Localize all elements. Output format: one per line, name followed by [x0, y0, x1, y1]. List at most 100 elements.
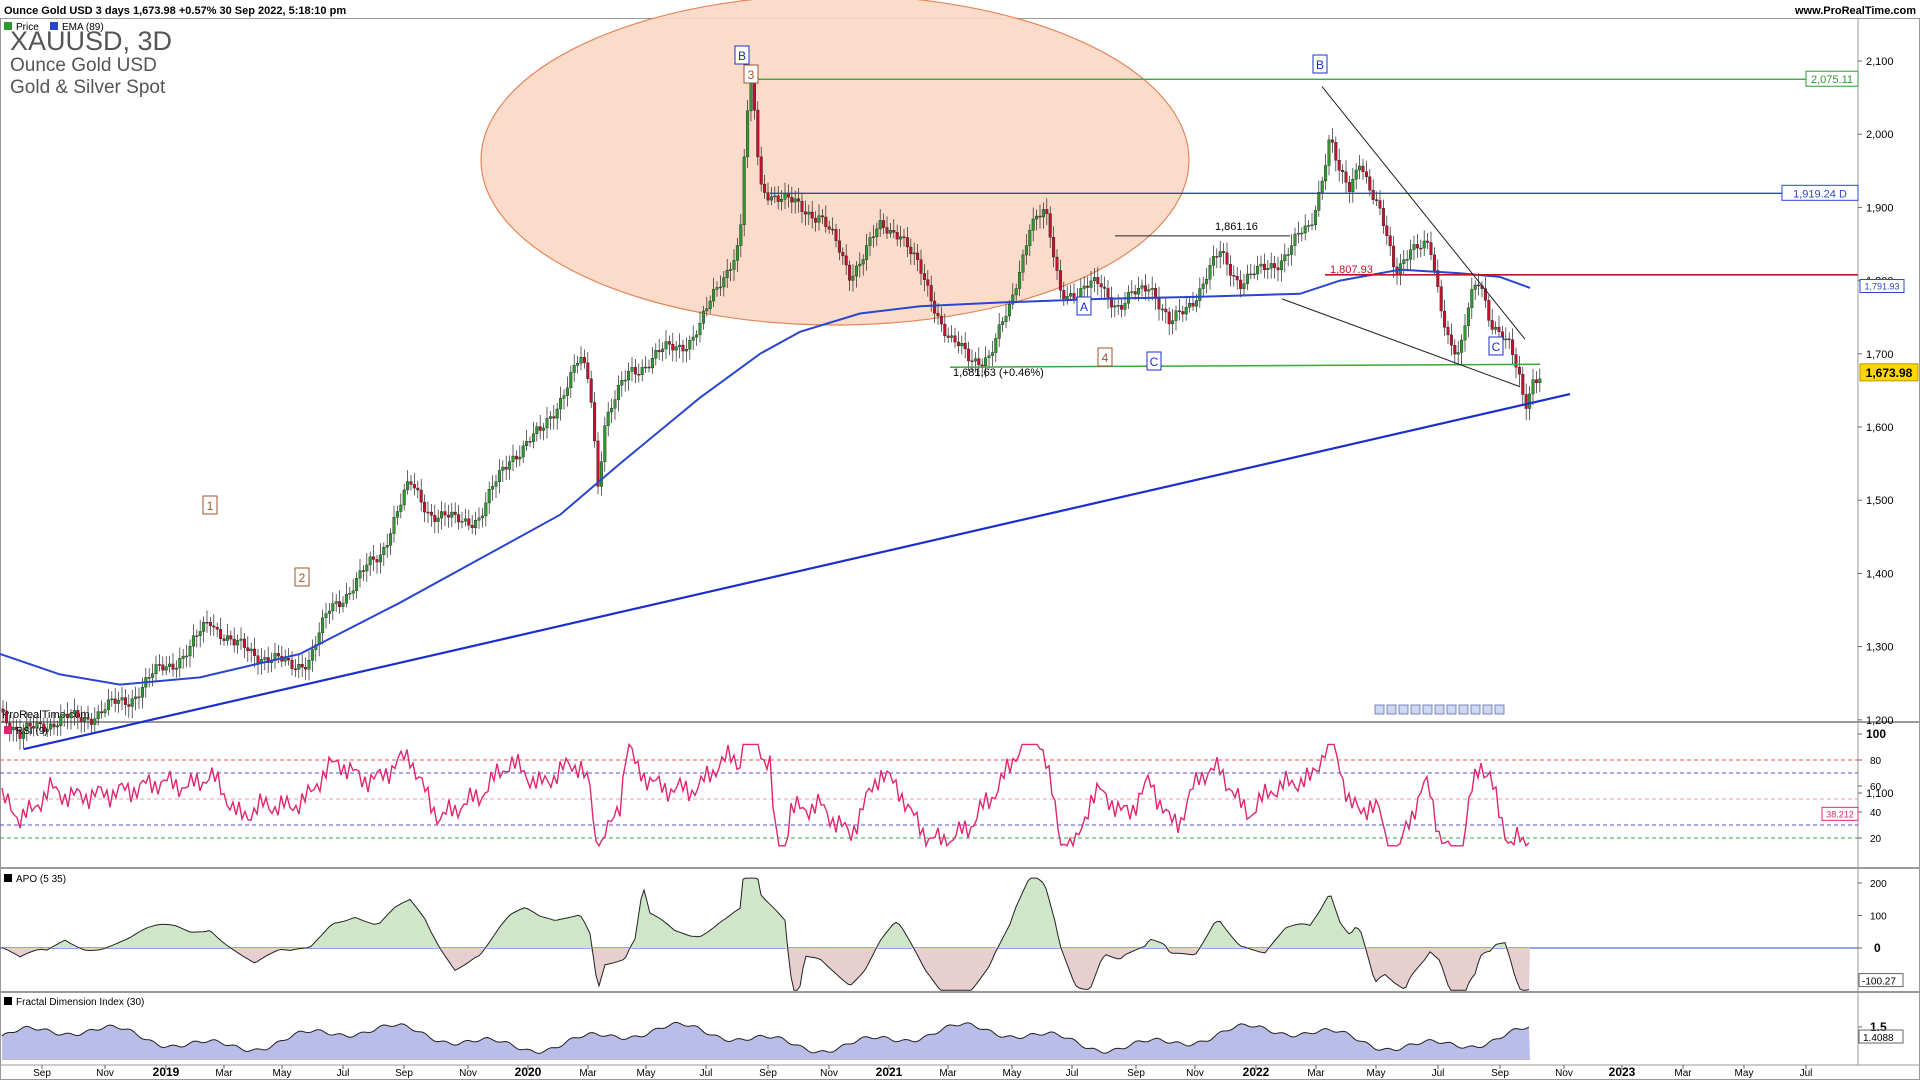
x-tick-label: Mar	[1307, 1068, 1325, 1079]
candle-body	[977, 358, 981, 366]
candle-body	[1222, 251, 1226, 254]
candle-body	[1296, 232, 1300, 235]
candle-body	[1293, 233, 1297, 246]
x-tick-label: Nov	[1555, 1068, 1573, 1079]
candle-body	[1419, 247, 1423, 250]
rsi-tick-label: 60	[1870, 782, 1882, 793]
x-tick-label: 2019	[153, 1065, 180, 1079]
wave-label: 4	[1102, 351, 1109, 365]
candle-body	[484, 502, 488, 517]
candle-body	[1011, 294, 1015, 305]
level-label-box	[1805, 70, 1859, 87]
candle-body	[300, 664, 304, 668]
candle-body	[181, 655, 185, 659]
x-tick-label: May	[637, 1068, 656, 1079]
candle-body	[358, 570, 362, 579]
candle-body	[375, 559, 379, 563]
rsi-line	[1, 742, 1530, 849]
candle-body	[440, 511, 444, 519]
candle-body	[1534, 379, 1538, 383]
candle-body	[32, 726, 36, 729]
candle-body	[283, 658, 287, 662]
candle-body	[1327, 139, 1331, 166]
wedge-upper	[1321, 86, 1526, 340]
y-tick-label: 1,100	[1866, 788, 1894, 800]
candle-body	[378, 554, 382, 563]
site-link[interactable]: www.ProRealTime.com	[1794, 5, 1916, 17]
candle-body	[1354, 169, 1358, 180]
candle-body	[1157, 298, 1161, 310]
candle-body	[232, 638, 236, 646]
candle-body	[1528, 393, 1532, 409]
wave-ellipse	[480, 0, 1190, 326]
rsi-title: RSI (9)	[16, 726, 48, 737]
candle-body	[684, 349, 688, 352]
candle-body	[406, 481, 410, 491]
candle-body	[1313, 210, 1317, 226]
candle-body	[1262, 263, 1266, 270]
candle-body	[195, 635, 199, 637]
tool-icon	[1386, 704, 1397, 715]
wave-label-box	[734, 45, 750, 65]
candle-body	[837, 240, 841, 253]
rsi-value: 38.212	[1826, 809, 1854, 819]
x-tick-label: Mar	[215, 1068, 233, 1079]
long-trendline	[23, 392, 1571, 751]
candle-body	[987, 355, 991, 358]
candle-body	[834, 229, 838, 241]
candle-body	[929, 285, 933, 302]
candle-body	[324, 613, 328, 618]
candle-body	[348, 593, 352, 595]
candle-body	[902, 236, 906, 239]
label-1681: 1,681.63 (+0.46%)	[953, 367, 1044, 379]
x-tick-label: May	[1003, 1068, 1022, 1079]
candle-body	[86, 716, 90, 720]
candle-body	[844, 255, 848, 266]
candle-body	[130, 698, 134, 707]
candle-body	[327, 610, 331, 614]
x-tick-label: Nov	[820, 1068, 838, 1079]
wave-label-box	[1146, 351, 1162, 371]
candle-body	[899, 236, 903, 240]
x-tick-label: Nov	[459, 1068, 477, 1079]
candle-body	[191, 635, 195, 647]
candle-body	[1432, 254, 1436, 271]
candle-body	[776, 195, 780, 202]
candle-body	[1517, 366, 1521, 375]
candle-body	[1269, 263, 1273, 269]
candle-body	[239, 638, 243, 641]
wave-label: A	[1080, 300, 1088, 314]
candle-body	[1538, 378, 1542, 383]
candle-body	[35, 722, 39, 729]
candle-body	[1021, 254, 1025, 273]
y-tick-label: 1,900	[1866, 202, 1894, 214]
last-price: 1,673.98	[1866, 366, 1913, 380]
candle-body	[848, 264, 852, 281]
candle-body	[304, 666, 308, 670]
candle-body	[412, 484, 416, 489]
candle-body	[164, 666, 168, 671]
candle-body	[263, 657, 267, 660]
candle-body	[582, 357, 586, 364]
candle-body	[589, 378, 593, 403]
candle-body	[351, 590, 355, 594]
candle-body	[943, 323, 947, 337]
candle-body	[559, 398, 563, 410]
rsi-swatch	[4, 726, 12, 734]
candle-body	[1160, 308, 1164, 311]
candle-body	[450, 511, 454, 518]
candle-body	[1279, 260, 1283, 271]
candle-body	[1116, 305, 1120, 307]
candle-body	[1330, 139, 1334, 143]
candle-body	[576, 363, 580, 366]
x-tick-label: 2022	[1243, 1065, 1270, 1079]
candle-body	[1137, 288, 1141, 295]
candle-body	[518, 456, 522, 460]
candle-body	[83, 716, 87, 722]
candle-body	[1205, 279, 1209, 285]
candle-body	[1422, 240, 1426, 249]
candle-body	[882, 220, 886, 228]
apo-value-box	[1858, 973, 1904, 988]
candle-body	[1218, 251, 1222, 257]
candle-body	[1058, 270, 1062, 291]
